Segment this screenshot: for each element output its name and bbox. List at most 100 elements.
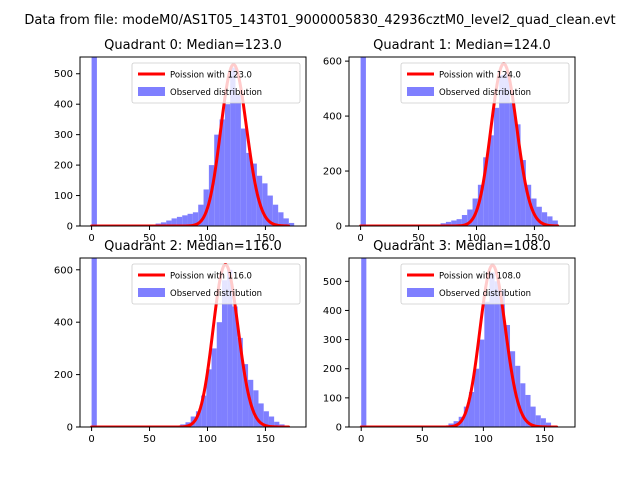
- panel-title: Quadrant 3: Median=108.0: [373, 239, 551, 254]
- y-tick-label: 400: [323, 112, 342, 123]
- histogram-bar: [484, 301, 490, 427]
- legend-label-curve: Poission with 124.0: [439, 71, 521, 81]
- histogram-bar: [214, 134, 220, 226]
- legend-box: [400, 263, 570, 305]
- legend-bar-swatch: [407, 87, 434, 96]
- y-tick-label: 300: [54, 130, 73, 141]
- histogram-bar: [468, 392, 475, 427]
- histogram-bar: [474, 368, 480, 427]
- poisson-curve: [90, 263, 291, 427]
- histogram-bar: [242, 364, 249, 427]
- y-tick-label: 500: [323, 277, 342, 288]
- y-tick-label: 200: [323, 167, 342, 178]
- figure-suptitle: Data from file: modeM0/AS1T05_143T01_900…: [24, 13, 615, 28]
- histogram-bar: [477, 184, 484, 226]
- legend-label-curve: Poission with 108.0: [439, 272, 521, 282]
- histogram-bar: [504, 325, 511, 427]
- histogram-bar: [274, 421, 280, 427]
- histogram-bar: [541, 212, 548, 226]
- legend-label-hist: Observed distribution: [439, 88, 531, 98]
- histogram-bar: [230, 67, 236, 226]
- histogram-bar: [515, 124, 521, 226]
- y-tick-label: 400: [323, 306, 342, 317]
- legend-box: [131, 62, 301, 104]
- x-tick-label: 50: [416, 434, 429, 445]
- x-tick-label: 0: [358, 434, 364, 445]
- x-tick-label: 150: [525, 233, 544, 244]
- histogram-bar: [509, 102, 516, 226]
- histogram-bar: [240, 128, 247, 226]
- histogram-bar: [195, 411, 202, 427]
- histogram-bar: [552, 220, 558, 226]
- histogram-bar: [224, 104, 231, 226]
- histogram-bar: [467, 209, 473, 226]
- plot-area: [359, 57, 560, 226]
- histogram-bar: [288, 222, 295, 226]
- histogram-bar: [246, 152, 252, 226]
- plot-area: [90, 258, 291, 427]
- legend-label-curve: Poission with 123.0: [170, 71, 252, 81]
- histogram-bar: [227, 269, 233, 427]
- histogram-bar: [192, 212, 199, 226]
- histogram-bar: [461, 215, 468, 226]
- x-tick-label: 50: [143, 434, 156, 445]
- histogram-bar: [451, 220, 457, 226]
- histogram-bar: [499, 290, 505, 427]
- y-tick-label: 400: [54, 318, 73, 329]
- y-tick-label: 100: [54, 191, 73, 202]
- panel-quadrant-0: 0 50 100 150 0 100 200 300 400 500 Quadrant 0: Med…: [54, 38, 307, 244]
- y-tick-label: 600: [54, 265, 73, 276]
- histogram-bar: [216, 322, 222, 427]
- x-tick-label: 50: [412, 233, 425, 244]
- histogram-bar: [187, 213, 193, 226]
- histogram-bar: [520, 160, 526, 226]
- y-tick-label: 100: [323, 393, 342, 404]
- histogram-bar: [206, 369, 212, 427]
- plot-area: [359, 258, 559, 427]
- histogram-bar: [251, 163, 257, 226]
- y-tick-label: 0: [336, 423, 342, 434]
- x-tick-label: 50: [143, 233, 156, 244]
- histogram-bar: [525, 394, 531, 427]
- y-tick-label: 0: [67, 222, 73, 233]
- histogram-bar: [232, 306, 238, 427]
- histogram-bar: [171, 218, 177, 226]
- histogram-bar: [201, 395, 207, 427]
- histogram-bar: [283, 218, 289, 226]
- x-tick-label: 0: [88, 434, 94, 445]
- y-tick-label: 0: [67, 423, 73, 434]
- histogram-bar: [489, 272, 495, 427]
- histogram-bar: [219, 119, 225, 226]
- histogram-bar: [166, 220, 172, 226]
- histogram-bar: [463, 406, 469, 427]
- legend-label-hist: Observed distribution: [170, 289, 262, 299]
- x-tick-label: 0: [88, 233, 94, 244]
- histogram-bar: [237, 337, 243, 427]
- histogram-bar: [488, 135, 494, 226]
- histogram-bar: [262, 183, 268, 226]
- histogram-bar: [198, 204, 204, 226]
- histogram-bar: [91, 258, 97, 427]
- histogram-bar: [176, 216, 183, 226]
- poisson-curve: [359, 263, 559, 427]
- y-tick-label: 200: [323, 364, 342, 375]
- axes-frame: [348, 257, 576, 428]
- histogram-bar: [360, 57, 366, 226]
- x-tick-label: 100: [467, 233, 486, 244]
- x-tick-label: 100: [198, 233, 217, 244]
- legend-box: [131, 263, 301, 305]
- histogram-bar: [547, 216, 553, 226]
- histogram-bar: [499, 74, 505, 226]
- histogram-bar: [510, 351, 516, 427]
- histogram-bar: [160, 222, 167, 226]
- histogram-bar: [504, 72, 510, 226]
- y-tick-label: 400: [54, 100, 73, 111]
- histogram-bar: [456, 219, 462, 226]
- panel-title: Quadrant 0: Median=123.0: [104, 38, 282, 53]
- panel-quadrant-3: 0 50 100 150 0 100 200 300 400 500 Quadrant 3: Med…: [323, 239, 576, 445]
- x-tick-label: 150: [535, 434, 554, 445]
- histogram-bar: [263, 411, 269, 427]
- panel-quadrant-2: 0 50 100 150 0 200 400 600 Quadrant 2: Median=11…: [54, 239, 307, 445]
- histogram-bar: [525, 184, 532, 226]
